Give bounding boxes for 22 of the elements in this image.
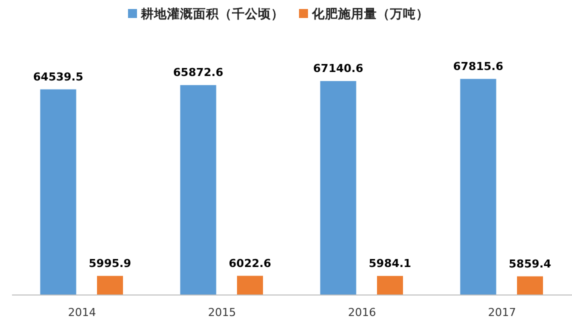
data-label: 65872.6 <box>173 66 224 80</box>
bar <box>237 276 263 295</box>
x-tick-label: 2015 <box>208 306 236 319</box>
bar <box>517 276 543 295</box>
data-label: 67140.6 <box>313 62 364 76</box>
data-label: 5859.4 <box>508 257 552 270</box>
data-label: 6022.6 <box>228 256 272 270</box>
bar <box>97 276 123 295</box>
bar <box>180 85 216 295</box>
bar <box>320 81 356 295</box>
x-tick-label: 2017 <box>488 306 516 319</box>
x-tick-label: 2014 <box>68 306 96 319</box>
bar <box>40 89 76 295</box>
legend-label: 耕地灌溉面积（千公顷） <box>140 6 284 21</box>
data-label: 5995.9 <box>88 256 132 270</box>
bar <box>460 78 496 295</box>
bar <box>377 276 403 295</box>
data-label: 64539.5 <box>33 70 84 84</box>
x-tick-label: 2016 <box>348 306 376 319</box>
data-label: 67815.6 <box>453 60 504 73</box>
legend-label: 化肥施用量（万吨） <box>311 6 429 21</box>
data-label: 5984.1 <box>368 256 412 270</box>
